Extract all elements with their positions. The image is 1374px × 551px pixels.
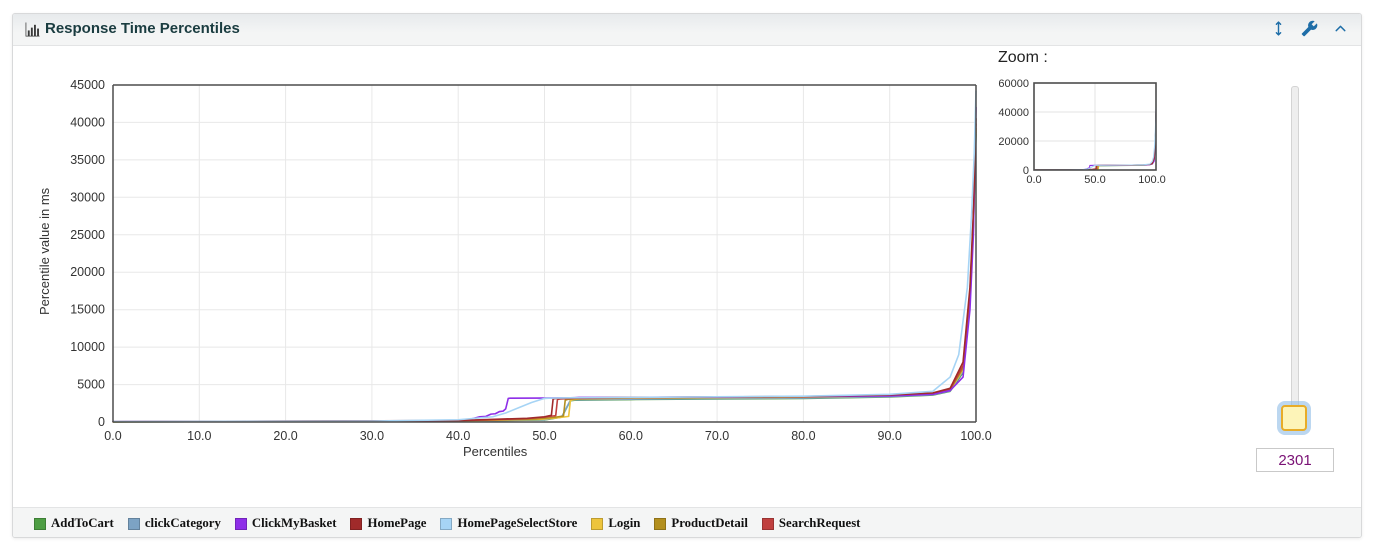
svg-text:50.0: 50.0 — [532, 429, 556, 443]
svg-text:10000: 10000 — [70, 340, 105, 354]
svg-text:45000: 45000 — [70, 78, 105, 92]
svg-text:40.0: 40.0 — [446, 429, 470, 443]
svg-text:100.0: 100.0 — [1138, 174, 1166, 186]
svg-text:20000: 20000 — [70, 265, 105, 279]
svg-text:80.0: 80.0 — [791, 429, 815, 443]
svg-text:70.0: 70.0 — [705, 429, 729, 443]
svg-text:0.0: 0.0 — [1026, 174, 1041, 186]
svg-text:15000: 15000 — [70, 303, 105, 317]
svg-text:25000: 25000 — [70, 228, 105, 242]
svg-text:20.0: 20.0 — [273, 429, 297, 443]
svg-text:60000: 60000 — [998, 78, 1029, 90]
svg-text:40000: 40000 — [70, 115, 105, 129]
svg-text:35000: 35000 — [70, 153, 105, 167]
svg-text:60.0: 60.0 — [619, 429, 643, 443]
svg-text:50.0: 50.0 — [1084, 174, 1105, 186]
svg-text:30000: 30000 — [70, 190, 105, 204]
svg-text:5000: 5000 — [77, 378, 105, 392]
svg-text:0.0: 0.0 — [104, 429, 121, 443]
svg-text:20000: 20000 — [998, 136, 1029, 148]
svg-text:0: 0 — [98, 415, 105, 429]
svg-text:100.0: 100.0 — [960, 429, 991, 443]
svg-text:40000: 40000 — [998, 107, 1029, 119]
svg-text:30.0: 30.0 — [360, 429, 384, 443]
svg-text:90.0: 90.0 — [878, 429, 902, 443]
svg-text:10.0: 10.0 — [187, 429, 211, 443]
